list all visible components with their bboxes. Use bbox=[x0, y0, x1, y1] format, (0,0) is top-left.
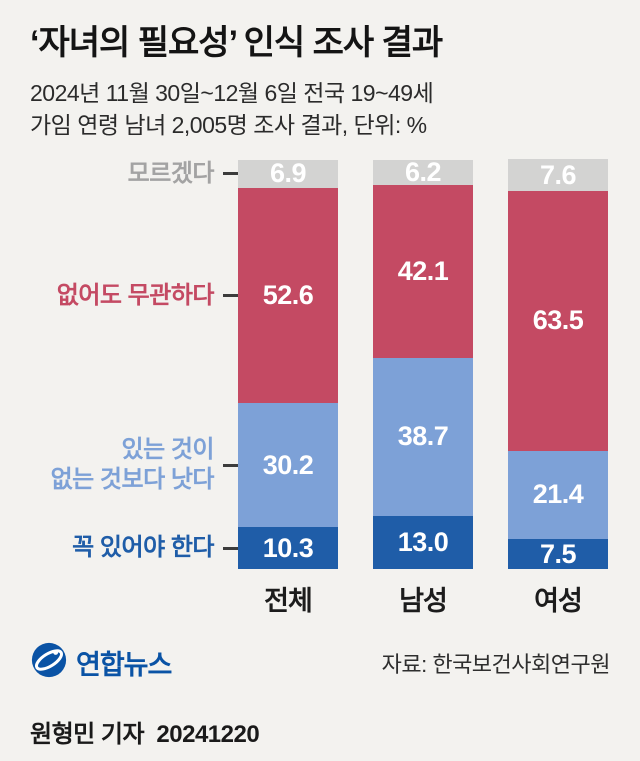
bar-segment: 42.1 bbox=[373, 184, 473, 358]
bar-segment: 13.0 bbox=[373, 516, 473, 570]
bar-segment: 21.4 bbox=[508, 450, 608, 539]
bar-column: 6.2 42.1 38.7 13.0 bbox=[373, 158, 473, 570]
credit-text: 원형민 기자 20241220 bbox=[30, 721, 260, 749]
x-axis-labels: 전체 남성 여성 bbox=[238, 579, 608, 618]
bar-column: 7.6 63.5 21.4 7.5 bbox=[508, 159, 608, 570]
stacked-bar: 6.2 42.1 38.7 13.0 bbox=[373, 158, 473, 570]
bar-segment: 52.6 bbox=[238, 187, 338, 404]
footer: 연합뉴스 자료: 한국보건사회연구원 bbox=[30, 641, 611, 684]
bar-column: 6.9 52.6 30.2 10.3 bbox=[238, 159, 338, 570]
subtitle: 2024년 11월 30일~12월 6일 전국 19~49세 가임 연령 남녀 … bbox=[30, 77, 610, 141]
legend-label: 있는 것이 없는 것보다 낫다 bbox=[51, 435, 238, 495]
x-axis-label: 전체 bbox=[264, 586, 313, 617]
bar-segment: 7.6 bbox=[508, 159, 608, 191]
legend-label-text: 있는 것이 없는 것보다 낫다 bbox=[50, 436, 215, 494]
bar-segment: 6.9 bbox=[238, 159, 338, 188]
yonhap-logo: 연합뉴스 bbox=[30, 641, 172, 684]
yonhap-logo-text: 연합뉴스 bbox=[76, 650, 172, 681]
bar-segment: 7.5 bbox=[508, 538, 608, 570]
tick-mark bbox=[223, 294, 238, 298]
legend-label: 모르겠다 bbox=[128, 159, 238, 189]
subtitle-line-2: 가임 연령 남녀 2,005명 조사 결과, 단위: % bbox=[30, 112, 427, 139]
tick-mark bbox=[223, 463, 238, 467]
yonhap-globe-icon bbox=[30, 641, 68, 684]
bar-chart-bars: 6.9 52.6 30.2 10.3 6.2 42.1 38.7 13.0 7.6 63.5 21.… bbox=[238, 158, 608, 570]
tick-mark bbox=[223, 172, 238, 176]
x-axis-label: 남성 bbox=[399, 586, 448, 617]
stacked-bar: 7.6 63.5 21.4 7.5 bbox=[508, 159, 608, 570]
bar-segment: 6.2 bbox=[373, 158, 473, 185]
legend-label-text: 꼭 있어야 한다 bbox=[72, 534, 214, 562]
bar-segment: 10.3 bbox=[238, 527, 338, 570]
page-title: ‘자녀의 필요성’ 인식 조사 결과 bbox=[30, 24, 443, 62]
tick-mark bbox=[223, 546, 238, 550]
legend-label-text: 없어도 무관하다 bbox=[56, 281, 215, 309]
x-axis-label: 여성 bbox=[534, 586, 583, 617]
legend-label: 없어도 무관하다 bbox=[57, 281, 238, 311]
stacked-bar: 6.9 52.6 30.2 10.3 bbox=[238, 159, 338, 570]
bar-segment: 38.7 bbox=[373, 357, 473, 517]
legend-label: 꼭 있어야 한다 bbox=[72, 533, 238, 563]
bar-segment: 63.5 bbox=[508, 190, 608, 451]
bar-segment: 30.2 bbox=[238, 403, 338, 528]
source-text: 자료: 한국보건사회연구원 bbox=[381, 651, 611, 677]
legend-label-text: 모르겠다 bbox=[127, 159, 215, 187]
subtitle-line-1: 2024년 11월 30일~12월 6일 전국 19~49세 bbox=[30, 80, 434, 107]
